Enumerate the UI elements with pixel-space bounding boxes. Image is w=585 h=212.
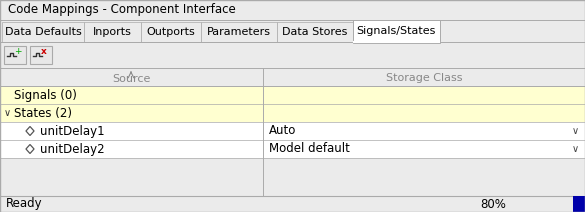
Bar xyxy=(0,140,263,158)
Polygon shape xyxy=(26,127,34,135)
Bar xyxy=(0,122,263,140)
Bar xyxy=(573,196,585,212)
Bar xyxy=(201,22,277,42)
Text: x: x xyxy=(41,46,47,56)
Text: Auto: Auto xyxy=(269,124,297,138)
Text: +: + xyxy=(14,46,22,56)
Text: Signals/States: Signals/States xyxy=(356,26,436,36)
Bar xyxy=(0,42,585,68)
Bar xyxy=(4,46,26,64)
Text: Inports: Inports xyxy=(92,27,132,37)
Bar xyxy=(0,68,585,86)
Text: Outports: Outports xyxy=(147,27,195,37)
Bar xyxy=(84,22,141,42)
Text: ∨: ∨ xyxy=(572,144,579,154)
Text: Source: Source xyxy=(112,74,150,84)
Bar xyxy=(277,22,353,42)
Text: Ready: Ready xyxy=(6,198,43,211)
Bar xyxy=(0,0,585,20)
Text: States (2): States (2) xyxy=(14,106,72,120)
Text: Model default: Model default xyxy=(269,142,350,155)
Text: 80%: 80% xyxy=(480,198,506,211)
Bar xyxy=(263,122,585,140)
Bar xyxy=(0,196,585,212)
Text: Data Defaults: Data Defaults xyxy=(5,27,81,37)
Text: Storage Class: Storage Class xyxy=(386,73,462,83)
Text: Data Stores: Data Stores xyxy=(283,27,347,37)
Bar xyxy=(0,86,585,104)
Bar xyxy=(263,140,585,158)
Bar xyxy=(353,20,440,43)
Bar xyxy=(141,22,201,42)
Text: Signals (0): Signals (0) xyxy=(14,88,77,102)
Bar xyxy=(2,22,84,42)
Text: unitDelay2: unitDelay2 xyxy=(40,142,105,155)
Text: Code Mappings - Component Interface: Code Mappings - Component Interface xyxy=(8,4,236,17)
Polygon shape xyxy=(26,145,34,153)
Bar xyxy=(0,104,585,122)
Bar xyxy=(30,46,52,64)
Text: unitDelay1: unitDelay1 xyxy=(40,124,105,138)
Text: ∨: ∨ xyxy=(4,108,11,118)
Text: ∨: ∨ xyxy=(572,126,579,136)
Text: Parameters: Parameters xyxy=(207,27,271,37)
